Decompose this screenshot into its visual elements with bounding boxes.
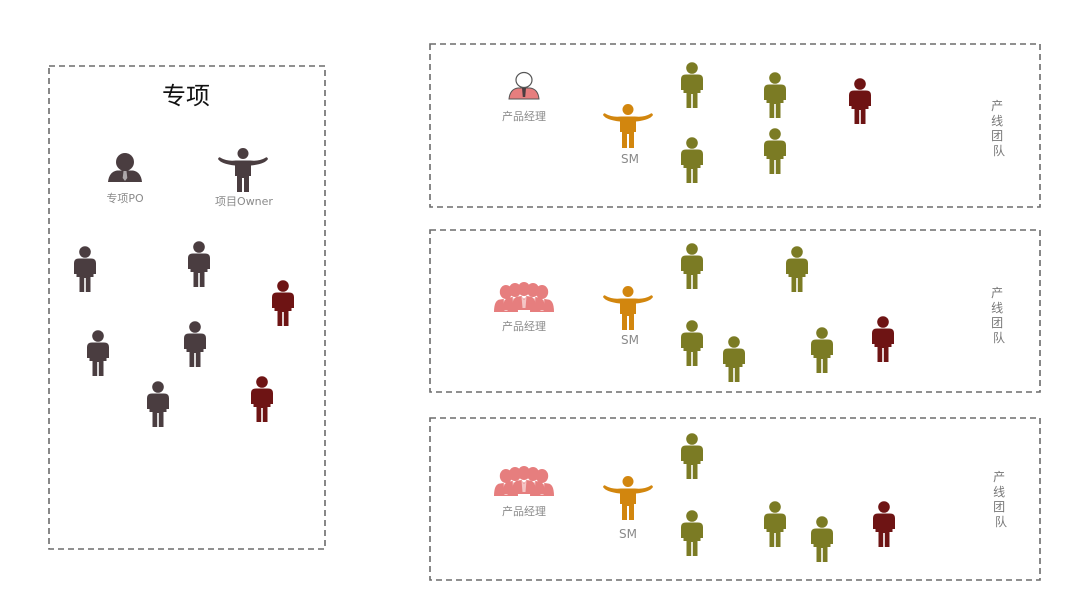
side-label: 产 线 团 队 (993, 470, 1009, 529)
sm-icon (603, 104, 653, 148)
person-icon (811, 516, 833, 562)
side-label-char-3: 团 (991, 129, 1003, 143)
person-icon (681, 433, 703, 479)
person-icon (873, 501, 895, 547)
owner-label: 项目Owner (215, 195, 273, 208)
person-icon (681, 137, 703, 183)
side-label-char-2: 线 (991, 301, 1003, 315)
person-icon (681, 320, 703, 366)
people-group-icon (494, 466, 554, 496)
people-group-icon (494, 282, 554, 312)
person-icon (723, 336, 745, 382)
person-icon (147, 381, 169, 427)
left-panel-title: 专项 (162, 82, 210, 110)
person-icon (681, 62, 703, 108)
person-icon (872, 316, 894, 362)
person-arms-out-icon (218, 148, 268, 192)
sm-label: SM (621, 333, 639, 347)
person-outline-icon (508, 71, 540, 100)
person-icon (681, 243, 703, 289)
side-label-char-3: 团 (991, 316, 1003, 330)
team-box-2 (429, 229, 1041, 393)
sm-label: SM (621, 152, 639, 166)
person-icon (764, 128, 786, 174)
side-label-char-1: 产 (991, 286, 1003, 300)
person-icon (786, 246, 808, 292)
team-3: 产品经理 SM 产 线 团 队 (494, 433, 1009, 562)
person-icon (272, 280, 294, 326)
side-label-char-4: 队 (995, 514, 1007, 529)
person-icon (251, 376, 273, 422)
side-label-char-4: 队 (993, 143, 1005, 158)
person-icon (811, 327, 833, 373)
side-label-char-3: 团 (993, 500, 1005, 514)
pm-label: 产品经理 (502, 504, 546, 518)
sm-icon (603, 476, 653, 520)
side-label: 产 线 团 队 (991, 286, 1007, 345)
team-1: 产品经理 SM 产 线 团 队 (502, 62, 1007, 183)
sm-icon (603, 286, 653, 330)
side-label-char-1: 产 (993, 470, 1005, 484)
pm-label: 产品经理 (502, 319, 546, 333)
side-label: 产 线 团 队 (991, 99, 1007, 158)
person-icon (681, 510, 703, 556)
person-icon (188, 241, 210, 287)
side-label-char-2: 线 (991, 114, 1003, 128)
person-icon (74, 246, 96, 292)
team-box-1 (429, 43, 1041, 208)
po-label: 专项PO (106, 191, 144, 205)
person-icon (764, 72, 786, 118)
left-members (74, 241, 294, 427)
pm-label: 产品经理 (502, 109, 546, 123)
team-box-3 (429, 417, 1041, 581)
person-icon (764, 501, 786, 547)
side-label-char-2: 线 (993, 485, 1005, 499)
person-with-tie-icon (108, 153, 142, 182)
side-label-char-1: 产 (991, 99, 1003, 113)
person-icon (849, 78, 871, 124)
side-label-char-4: 队 (993, 330, 1005, 345)
team-2: 产品经理 SM 产 线 团 队 (494, 243, 1007, 382)
sm-label: SM (619, 527, 637, 541)
person-icon (184, 321, 206, 367)
person-icon (87, 330, 109, 376)
